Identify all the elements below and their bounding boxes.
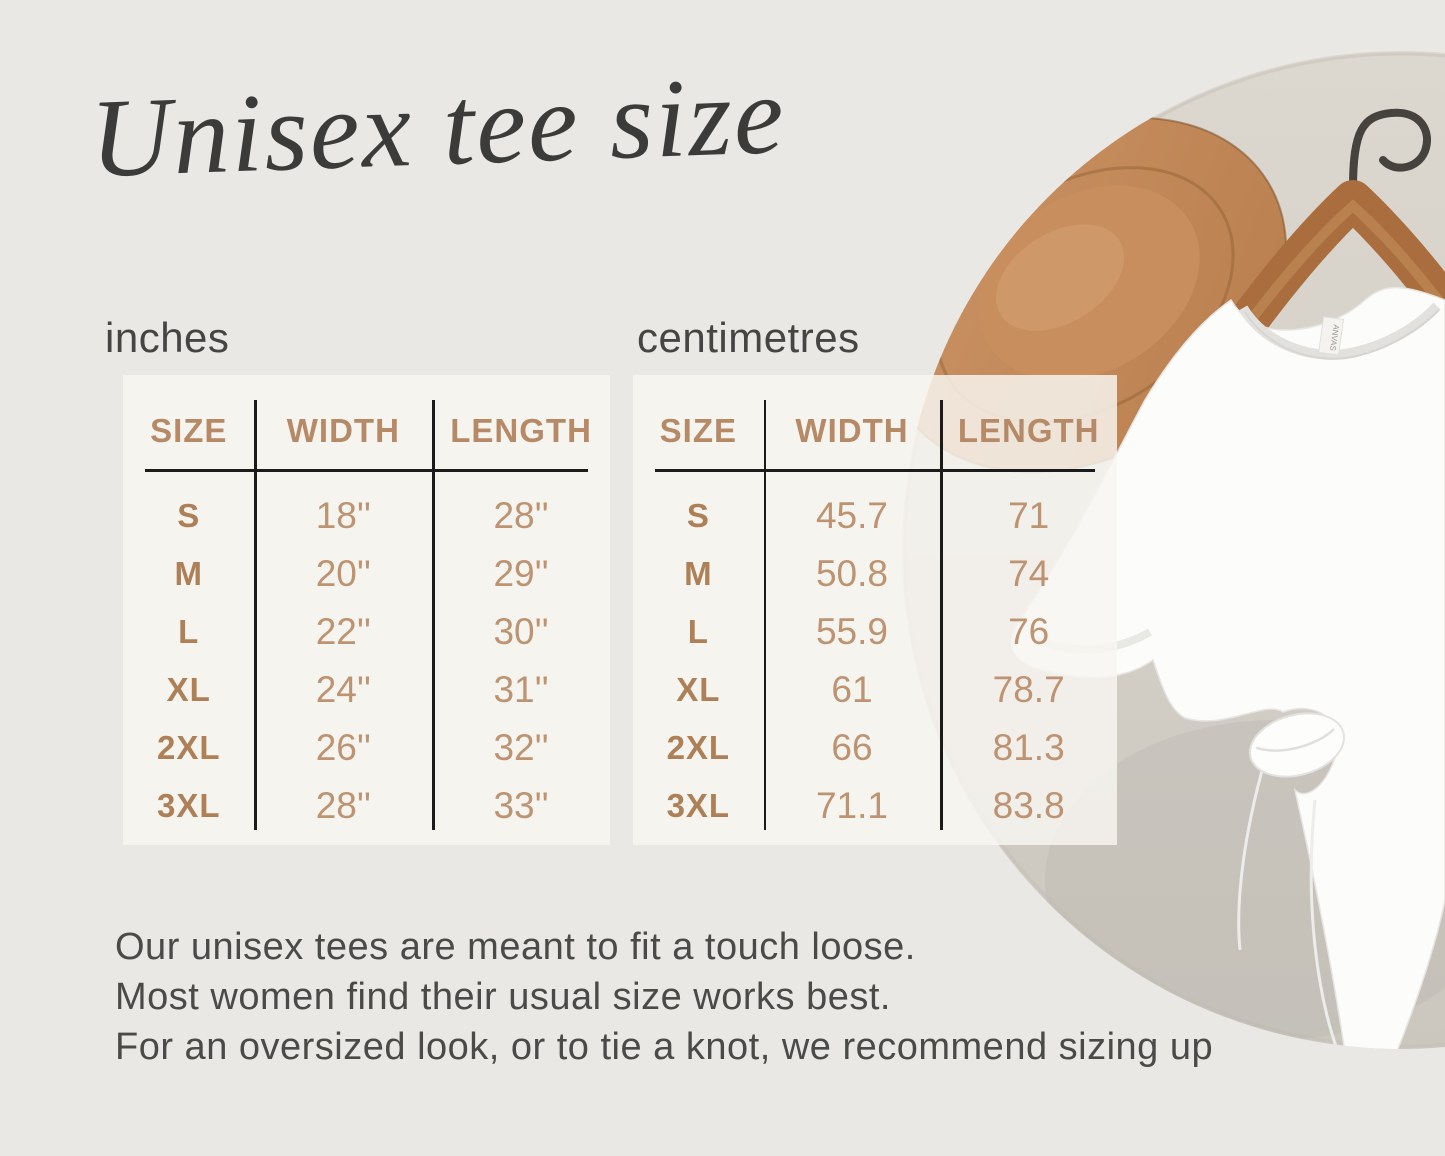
value-cell: 29''	[493, 553, 549, 594]
size-cell: 2XL	[156, 729, 221, 766]
value-cell: 45.7	[815, 495, 888, 536]
value-cell: 71	[1008, 495, 1050, 536]
size-cell: L	[687, 613, 709, 650]
value-cell: 83.8	[992, 785, 1065, 826]
size-cell: S	[686, 497, 710, 534]
value-cell: 66	[831, 727, 873, 768]
value-cell: 81.3	[992, 727, 1065, 768]
column-divider	[763, 400, 767, 830]
size-cell: S	[177, 497, 201, 534]
fit-notes: Our unisex tees are meant to fit a touch…	[115, 922, 1355, 1072]
column-header: LENGTH	[450, 412, 592, 449]
column-divider	[254, 400, 257, 830]
value-cell: 33''	[493, 785, 549, 826]
size-cell: XL	[676, 671, 721, 708]
value-cell: 26''	[315, 727, 371, 768]
hanger-hook-icon	[1349, 108, 1431, 212]
size-cell: L	[178, 613, 200, 650]
column-header: WIDTH	[795, 412, 909, 449]
value-cell: 20''	[315, 553, 371, 594]
white-tshirt: ANVAS	[1010, 286, 1445, 1049]
size-cell: M	[174, 555, 203, 592]
value-cell: 28''	[315, 785, 371, 826]
size-cell: 3XL	[666, 787, 731, 824]
header-rule	[655, 469, 1095, 472]
table-grid: SIZE WIDTH LENGTH S 45.7 71 M 50.8 74 L 55.9 76 XL 61…	[633, 375, 1117, 835]
inches-label: inches	[105, 314, 230, 361]
size-cell: M	[684, 555, 713, 592]
value-cell: 71.1	[815, 785, 888, 826]
column-header: WIDTH	[286, 412, 400, 449]
brand-tag-text: ANVAS	[1328, 324, 1341, 352]
centimetres-size-table: SIZE WIDTH LENGTH S 45.7 71 M 50.8 74 L 55.9 76 XL 61…	[633, 375, 1117, 845]
value-cell: 76	[1008, 611, 1050, 652]
value-cell: 28''	[493, 495, 549, 536]
value-cell: 74	[1008, 553, 1050, 594]
value-cell: 31''	[493, 669, 549, 710]
value-cell: 50.8	[815, 553, 888, 594]
size-cell: XL	[166, 671, 211, 708]
size-cell: 3XL	[156, 787, 221, 824]
column-header: SIZE	[150, 412, 228, 449]
page-title: Unisex tee size	[88, 52, 788, 202]
column-header: SIZE	[659, 412, 738, 449]
value-cell: 22''	[315, 611, 371, 652]
column-header: LENGTH	[957, 412, 1100, 449]
table-grid: SIZE WIDTH LENGTH S 18'' 28'' M 20'' 29'' L 22'' 30…	[123, 375, 610, 835]
centimetres-label: centimetres	[637, 314, 860, 361]
fit-note-line: Our unisex tees are meant to fit a touch…	[115, 926, 916, 968]
value-cell: 18''	[315, 495, 371, 536]
header-rule	[145, 469, 588, 472]
value-cell: 24''	[315, 669, 371, 710]
fit-note-line: Most women find their usual size works b…	[115, 976, 891, 1018]
value-cell: 30''	[493, 611, 549, 652]
tee-knot	[1248, 712, 1346, 778]
value-cell: 32''	[493, 727, 549, 768]
fit-note-line: For an oversized look, or to tie a knot,…	[115, 1026, 1214, 1068]
inches-size-table: SIZE WIDTH LENGTH S 18'' 28'' M 20'' 29'' L 22'' 30…	[123, 375, 610, 845]
value-cell: 78.7	[992, 669, 1065, 710]
column-divider	[432, 400, 435, 830]
size-cell: 2XL	[666, 729, 731, 766]
value-cell: 61	[831, 669, 873, 710]
value-cell: 55.9	[815, 611, 888, 652]
column-divider	[940, 400, 943, 830]
brand-tag: ANVAS	[1318, 316, 1345, 356]
